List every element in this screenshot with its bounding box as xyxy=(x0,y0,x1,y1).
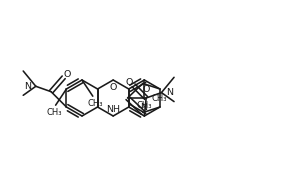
Text: N: N xyxy=(166,88,173,97)
Text: N: N xyxy=(140,103,147,112)
Text: NH: NH xyxy=(106,105,120,114)
Text: CH₃: CH₃ xyxy=(47,108,62,117)
Text: O: O xyxy=(142,85,150,94)
Text: CH₃: CH₃ xyxy=(87,99,102,108)
Text: O: O xyxy=(63,70,70,79)
Text: O: O xyxy=(126,78,133,87)
Text: O: O xyxy=(109,83,117,92)
Text: CH₃: CH₃ xyxy=(137,100,152,110)
Text: N: N xyxy=(24,82,31,91)
Text: CH₃: CH₃ xyxy=(152,93,167,102)
